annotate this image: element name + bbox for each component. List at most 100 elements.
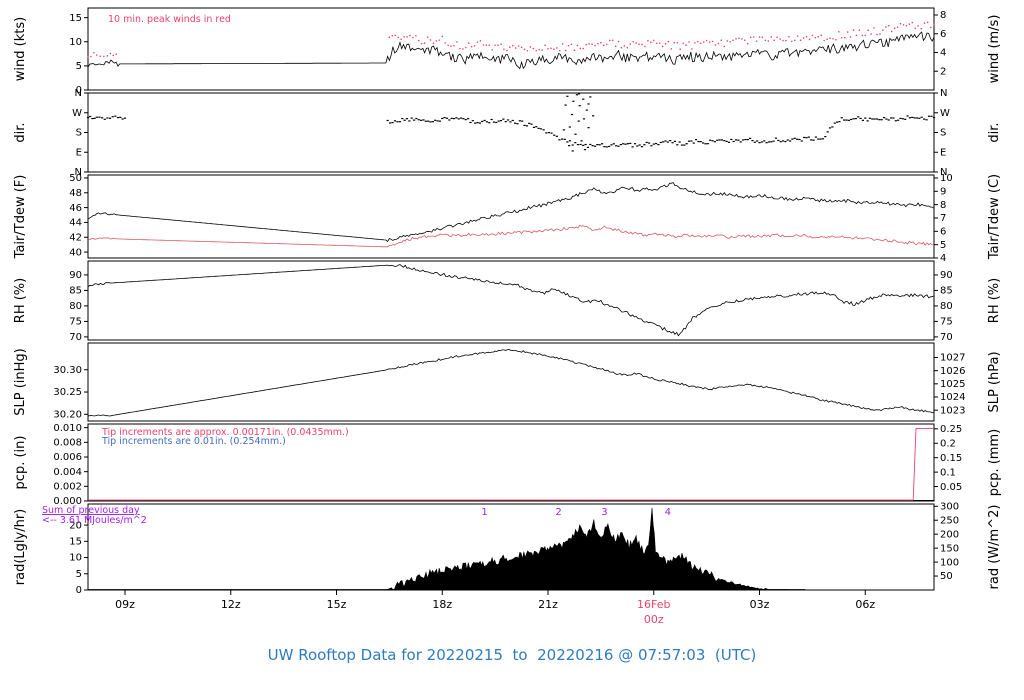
series-peak-wind-pt: [805, 35, 808, 38]
series-peak-wind-pt: [90, 55, 92, 58]
series-wind-direction-pt: [431, 121, 434, 123]
panel-frame-wind: [87, 7, 935, 91]
series-wind-direction-pt: [617, 145, 620, 147]
series-peak-wind-pt: [503, 48, 505, 51]
series-wind-direction-pt: [563, 138, 566, 140]
series-direction-scatter-burst-pt: [574, 133, 577, 135]
series-wind-direction-pt: [462, 118, 465, 120]
series-peak-wind-pt: [579, 47, 582, 50]
y-axis-label-left-pcp: pcp. (in): [13, 436, 28, 490]
series-wind-direction-pt: [885, 118, 888, 120]
right-tick-label: 1027: [940, 353, 965, 364]
series-peak-wind-pt: [764, 39, 767, 42]
series-peak-wind-pt: [406, 36, 408, 38]
series-peak-wind-pt: [873, 27, 875, 29]
left-tick-label: 44: [69, 218, 82, 229]
right-tick-label: 10: [940, 173, 953, 184]
right-tick-label: 1024: [940, 392, 965, 403]
series-wind-direction-pt: [388, 122, 392, 124]
right-tick-label: 8: [940, 10, 946, 21]
series-wind-direction-pt: [868, 117, 872, 119]
series-wind-direction-pt: [457, 118, 460, 120]
series-peak-wind-pt: [488, 44, 491, 46]
series-wind-direction-pt: [878, 119, 881, 121]
series-wind-direction-pt: [645, 141, 648, 144]
right-tick-label: 250: [940, 515, 959, 526]
series-peak-wind-pt: [467, 42, 470, 44]
series-wind-direction-pt: [530, 123, 533, 125]
y-axis-label-left-rh: RH (%): [13, 278, 28, 323]
series-wind-direction-pt: [561, 138, 564, 140]
series-peak-wind-pt: [93, 51, 95, 54]
series-peak-wind-pt: [115, 53, 117, 55]
series-wind-direction-pt: [850, 118, 853, 121]
series-peak-wind-pt: [782, 39, 784, 42]
series-wind-direction-pt: [662, 141, 665, 143]
series-wind-direction-pt: [923, 118, 926, 120]
series-wind-direction-pt: [890, 117, 893, 119]
series-wind-direction-pt: [810, 139, 813, 141]
series-peak-wind-pt: [658, 42, 661, 44]
series-wind-direction-pt: [123, 117, 127, 119]
series-peak-wind-pt: [670, 48, 673, 50]
panel-pcp: 0.000 0.002 0.004 0.006 0.008 0.010 0.05 0.1 0.1…: [13, 423, 1002, 507]
series-wind-direction-pt: [765, 142, 768, 144]
series-wind-direction-pt: [469, 121, 472, 124]
series-wind-direction-pt: [558, 139, 561, 141]
series-direction-scatter-burst-pt: [568, 145, 571, 147]
panel-frame-temp: [87, 174, 935, 259]
series-direction-scatter-burst-pt: [577, 93, 581, 95]
right-tick-label: 80: [940, 301, 953, 312]
series-tair: [87, 182, 935, 243]
series-peak-wind-pt: [799, 39, 802, 42]
series-peak-wind-pt: [485, 44, 488, 46]
series-peak-wind-pt: [808, 38, 811, 41]
left-tick-label: 5: [76, 61, 82, 72]
series-peak-wind-pt: [682, 42, 684, 44]
annotation-rad-1: <-- 3.61 MJoules/m^2: [42, 515, 147, 526]
series-wind-direction-pt: [95, 116, 98, 118]
series-peak-wind-pt: [676, 41, 679, 44]
series-peak-wind-pt: [588, 43, 590, 45]
right-tick-label: 6: [940, 29, 946, 40]
series-peak-wind-pt: [876, 33, 878, 36]
series-wind-direction-pt: [631, 146, 634, 148]
series-peak-wind-pt: [741, 38, 743, 40]
series-peak-wind-pt: [650, 41, 652, 44]
series-wind-direction-pt: [650, 145, 653, 147]
y-axis-label-right-rh: RH (%): [987, 278, 1002, 323]
series-wind-direction-pt: [600, 143, 604, 145]
series-direction-scatter-burst-pt: [587, 103, 590, 105]
left-tick-label: 85: [69, 286, 82, 297]
series-direction-scatter-burst-pt: [562, 129, 565, 131]
series-direction-scatter-burst-pt: [575, 94, 579, 96]
series-wind-direction-pt: [640, 146, 644, 148]
series-wind-direction-pt: [93, 117, 96, 119]
series-peak-wind-pt: [738, 37, 740, 40]
series-wind-direction-pt: [622, 143, 625, 145]
x-tick-label: 15z: [327, 598, 347, 611]
series-wind-direction-pt: [835, 121, 839, 123]
series-peak-wind-pt: [629, 43, 632, 45]
series-peak-wind-pt: [626, 46, 629, 49]
series-wind-direction-pt: [589, 143, 592, 146]
series-peak-wind-pt: [509, 46, 511, 49]
series-peak-wind-pt: [667, 40, 670, 43]
series-wind-direction-pt: [89, 115, 92, 118]
series-peak-wind-pt: [832, 37, 834, 40]
series-peak-wind-pt: [893, 27, 896, 30]
series-peak-wind-pt: [547, 47, 549, 50]
series-wind-direction-pt: [485, 121, 489, 123]
series-wind-direction-pt: [932, 116, 936, 119]
series-wind-direction-pt: [488, 122, 491, 124]
series-wind-direction-pt: [119, 116, 122, 118]
series-wind-direction-pt: [753, 141, 756, 143]
series-wind-direction-pt: [576, 144, 580, 146]
series-wind-direction-pt: [840, 117, 843, 119]
left-tick-label: 42: [69, 232, 82, 243]
series-peak-wind-pt: [603, 44, 605, 47]
series-wind-direction-pt: [474, 122, 477, 124]
x-tick-label: 06z: [855, 598, 875, 611]
panel-slp: 30.20 30.25 30.30 1023 1024 1025 1026 1027 SLP (…: [13, 342, 1002, 422]
series-wind-direction-pt: [511, 119, 514, 122]
